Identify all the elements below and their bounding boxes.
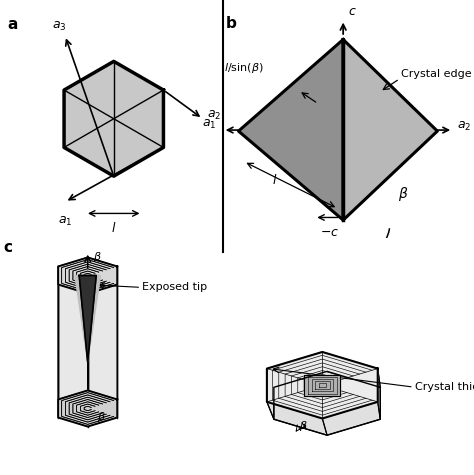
Polygon shape — [322, 402, 380, 435]
Polygon shape — [238, 39, 343, 220]
Text: Exposed tip: Exposed tip — [142, 282, 207, 293]
Polygon shape — [267, 352, 327, 387]
Polygon shape — [58, 390, 117, 427]
Text: $\beta$: $\beta$ — [299, 419, 308, 433]
Text: $l$: $l$ — [111, 221, 117, 235]
Text: $a_2$: $a_2$ — [207, 109, 221, 123]
Polygon shape — [79, 276, 96, 362]
Text: $a_1$: $a_1$ — [202, 118, 217, 132]
Polygon shape — [304, 375, 340, 396]
Text: $a_3$: $a_3$ — [52, 20, 66, 34]
Text: $\beta$: $\beta$ — [93, 250, 102, 264]
Polygon shape — [378, 369, 380, 419]
Polygon shape — [64, 61, 164, 176]
Polygon shape — [75, 276, 100, 362]
Polygon shape — [58, 257, 88, 399]
Polygon shape — [58, 257, 117, 294]
Polygon shape — [322, 352, 380, 387]
Text: $\beta$: $\beta$ — [97, 410, 106, 424]
Text: a: a — [8, 17, 18, 32]
Polygon shape — [88, 257, 117, 399]
Polygon shape — [267, 402, 327, 435]
Polygon shape — [343, 39, 438, 220]
Text: $l$: $l$ — [273, 173, 278, 187]
Text: Crystal edge: Crystal edge — [401, 68, 471, 78]
Text: b: b — [226, 16, 236, 31]
Text: c: c — [4, 240, 13, 255]
Text: $-c$: $-c$ — [319, 227, 339, 239]
Polygon shape — [267, 369, 274, 419]
Text: $l/\sin(\beta)$: $l/\sin(\beta)$ — [224, 61, 264, 76]
Text: $a_1$: $a_1$ — [58, 215, 72, 228]
Text: $a_2$: $a_2$ — [457, 120, 472, 133]
Text: Crystal thickness: Crystal thickness — [415, 382, 474, 392]
Text: $c$: $c$ — [348, 5, 357, 18]
Polygon shape — [267, 352, 378, 418]
Text: $\beta$: $\beta$ — [398, 185, 409, 203]
